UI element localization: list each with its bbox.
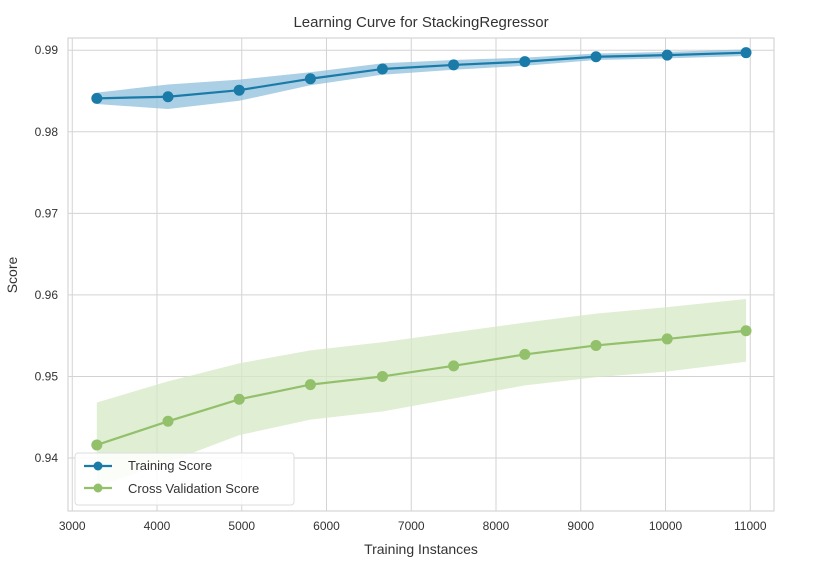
y-axis-title: Score <box>4 257 20 294</box>
training-score-point <box>304 73 316 85</box>
training-score-point <box>661 49 673 61</box>
cv-score-point <box>519 348 531 360</box>
y-tick-labels: 0.94 0.95 0.96 0.97 0.98 0.99 <box>35 43 59 465</box>
x-tick-label: 7000 <box>398 519 425 533</box>
x-tick-label: 5000 <box>228 519 255 533</box>
training-score-point <box>162 91 174 103</box>
x-tick-label: 6000 <box>313 519 340 533</box>
x-axis-title: Training Instances <box>364 541 478 557</box>
legend-training-marker <box>93 461 103 471</box>
cv-score-point <box>304 379 316 391</box>
y-tick-label: 0.96 <box>35 288 59 302</box>
cv-score-line <box>96 329 747 446</box>
training-score-point <box>91 92 103 104</box>
training-score-point <box>519 56 531 68</box>
series-points <box>91 47 752 451</box>
cv-score-point <box>162 415 174 427</box>
training-score-point <box>740 47 752 59</box>
x-tick-label: 8000 <box>483 519 510 533</box>
y-tick-label: 0.97 <box>35 206 59 220</box>
cv-score-point <box>91 439 103 451</box>
y-tick-label: 0.98 <box>35 125 59 139</box>
legend-training-label: Training Score <box>128 458 212 473</box>
legend-cv-marker <box>93 483 103 493</box>
x-tick-label: 9000 <box>567 519 594 533</box>
legend-box <box>74 452 295 506</box>
chart-title: Learning Curve for StackingRegressor <box>293 14 548 31</box>
y-tick-label: 0.99 <box>35 43 59 57</box>
training-score-line <box>96 51 747 100</box>
cv-score-band <box>96 298 747 487</box>
training-score-point <box>233 84 245 96</box>
training-score-point <box>590 51 602 63</box>
confidence-bands <box>96 49 747 487</box>
x-tick-label: 11000 <box>734 519 767 533</box>
legend: Training Score Cross Validation Score <box>74 452 295 506</box>
training-score-band <box>96 49 747 109</box>
x-tick-labels: 3000 4000 5000 6000 7000 8000 9000 10000 11000 <box>59 519 767 533</box>
training-score-point <box>448 59 460 71</box>
x-tick-label: 10000 <box>649 519 683 533</box>
cv-score-point <box>233 393 245 405</box>
training-score-point <box>376 63 388 75</box>
y-tick-label: 0.94 <box>35 451 59 465</box>
legend-cv-label: Cross Validation Score <box>128 481 259 496</box>
y-tick-label: 0.95 <box>35 369 59 383</box>
series-lines <box>96 51 747 446</box>
cv-score-point <box>590 339 602 351</box>
cv-score-point <box>376 370 388 382</box>
cv-score-point <box>448 360 460 372</box>
cv-score-point <box>661 333 673 345</box>
x-tick-label: 3000 <box>59 519 86 533</box>
cv-score-point <box>740 325 752 337</box>
x-tick-label: 4000 <box>144 519 171 533</box>
